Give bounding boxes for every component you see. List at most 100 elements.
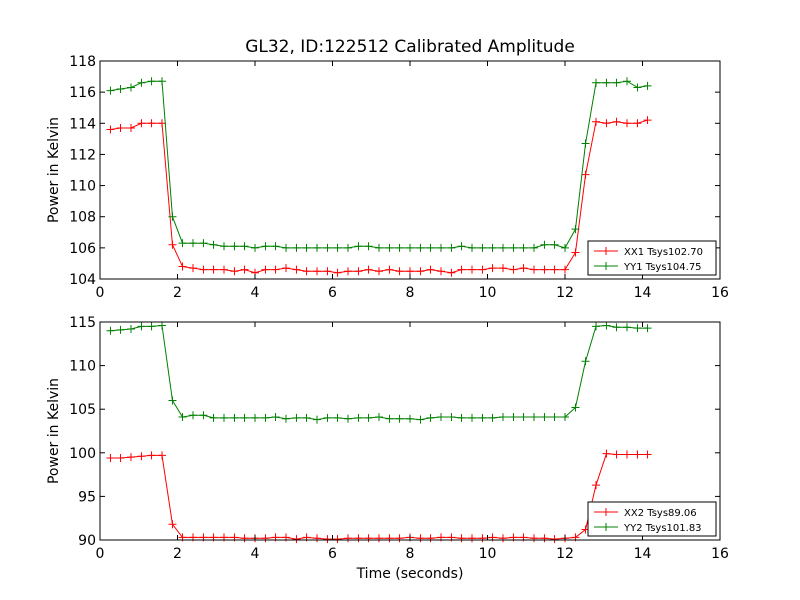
top-series-2-point xyxy=(323,243,332,252)
bottom-series-1-point xyxy=(633,450,642,459)
bottom-legend-marker-1 xyxy=(602,508,610,516)
top-legend-label-2: YY1 Tsys104.75 xyxy=(623,262,702,273)
top-series-1-point xyxy=(230,267,239,276)
top-x-tick-label: 16 xyxy=(711,285,729,301)
bottom-y-tick-label: 90 xyxy=(78,533,96,549)
top-series-1-point xyxy=(282,264,290,273)
top-series-2-point xyxy=(127,83,135,92)
bottom-series-2-point xyxy=(416,415,425,424)
top-series-2-point xyxy=(261,242,270,251)
bottom-series-2-point xyxy=(178,413,187,422)
top-y-tick-label: 104 xyxy=(69,272,96,288)
bottom-x-tick-label: 12 xyxy=(556,546,574,562)
bottom-legend: XX2 Tsys89.06 YY2 Tsys101.83 xyxy=(587,501,717,537)
top-series-1-point xyxy=(168,240,177,249)
top-series-2-point xyxy=(230,242,239,251)
top-series-2-point xyxy=(158,77,166,86)
top-series-2-point xyxy=(137,78,146,87)
top-series-2-point xyxy=(106,86,115,95)
top-legend-label-1: XX1 Tsys102.70 xyxy=(624,247,703,258)
top-series-2-point xyxy=(302,243,311,252)
bottom-series-1-point xyxy=(344,534,352,543)
bottom-series-1-point xyxy=(333,535,342,544)
bottom-series-2-point xyxy=(426,413,435,422)
bottom-series-2-point xyxy=(127,324,135,333)
top-series-2-point xyxy=(209,240,218,249)
bottom-series-2-point xyxy=(271,413,280,422)
bottom-y-tick-label: 95 xyxy=(78,489,96,505)
bottom-series-1 xyxy=(106,449,652,544)
top-series-2-point xyxy=(178,239,187,248)
bottom-series-2-point xyxy=(333,413,342,422)
bottom-series-2-point xyxy=(302,413,311,422)
bottom-series-2-point xyxy=(385,414,394,423)
bottom-series-2-point xyxy=(530,413,538,422)
top-series-2-point xyxy=(282,243,290,252)
top-series-2-point xyxy=(571,225,580,234)
bottom-series-2-point xyxy=(323,413,332,422)
top-series-2-point xyxy=(581,139,590,148)
bottom-y-tick-label: 100 xyxy=(69,446,96,462)
top-series-1-point xyxy=(530,265,538,274)
bottom-series-2-point xyxy=(499,413,507,422)
top-series-2-point xyxy=(116,85,125,94)
top-series-2-point xyxy=(447,243,456,252)
top-legend-marker-2 xyxy=(602,262,610,270)
top-series-1-point xyxy=(127,123,135,132)
top-series-1-point xyxy=(302,267,311,276)
top-y-tick-label: 116 xyxy=(69,85,96,101)
bottom-series-2-point xyxy=(581,357,590,366)
bottom-series-2-point xyxy=(519,413,528,422)
bottom-series-2 xyxy=(106,321,652,424)
top-series-1-point xyxy=(457,265,466,274)
bottom-series-2-point xyxy=(282,414,290,423)
top-series-1-point xyxy=(623,119,631,128)
bottom-series-2-point xyxy=(251,413,259,422)
top-series-1-point xyxy=(364,265,373,274)
bottom-series-2-point xyxy=(344,414,352,423)
top-series-1-point xyxy=(416,267,425,276)
top-series-2-point xyxy=(344,243,352,252)
bottom-series-1-point xyxy=(354,534,363,543)
top-y-tick-label: 106 xyxy=(69,241,96,257)
bottom-series-2-point xyxy=(643,324,652,333)
top-series-1-point xyxy=(550,265,559,274)
top-series-2-point xyxy=(426,243,435,252)
top-y-axis-label: Power in Kelvin xyxy=(46,117,62,223)
bottom-series-2-point xyxy=(457,413,466,422)
top-series-1-point xyxy=(137,119,146,128)
bottom-legend-label-1: XX2 Tsys89.06 xyxy=(624,508,697,519)
top-legend: XX1 Tsys102.70 YY1 Tsys104.75 xyxy=(587,240,717,276)
bottom-series-1-point xyxy=(116,454,125,463)
top-series-2-point xyxy=(457,242,466,251)
top-series-1-point xyxy=(354,267,363,276)
top-series-1-point xyxy=(499,264,507,273)
bottom-series-1-point xyxy=(395,534,404,543)
bottom-series-2-point xyxy=(395,414,404,423)
top-series-2-point xyxy=(240,242,249,251)
top-series-1-point xyxy=(478,265,487,274)
top-series-1-point xyxy=(199,265,208,274)
top-y-tick-label: 112 xyxy=(69,147,96,163)
bottom-series-1-point xyxy=(158,451,166,460)
bottom-y-tick-label: 105 xyxy=(69,402,96,418)
bottom-series-2-point xyxy=(550,413,559,422)
bottom-y-tick-label: 115 xyxy=(69,315,96,331)
top-y-tick-label: 110 xyxy=(69,179,96,195)
top-series-2-point xyxy=(592,78,600,87)
bottom-series-2-point xyxy=(137,322,146,331)
top-series-1-point xyxy=(189,264,197,273)
bottom-series-2-point xyxy=(240,413,249,422)
bottom-series-1-point xyxy=(106,454,115,463)
top-series-1-point xyxy=(178,262,187,271)
bottom-series-2-point xyxy=(540,413,549,422)
top-series-2-point xyxy=(220,242,228,251)
top-series-2-point xyxy=(437,243,445,252)
top-x-tick-label: 14 xyxy=(634,285,652,301)
top-series-1-point xyxy=(447,268,456,277)
top-series-2-point xyxy=(189,239,197,248)
top-series-1-point xyxy=(271,265,280,274)
top-series-2-point xyxy=(509,243,518,252)
